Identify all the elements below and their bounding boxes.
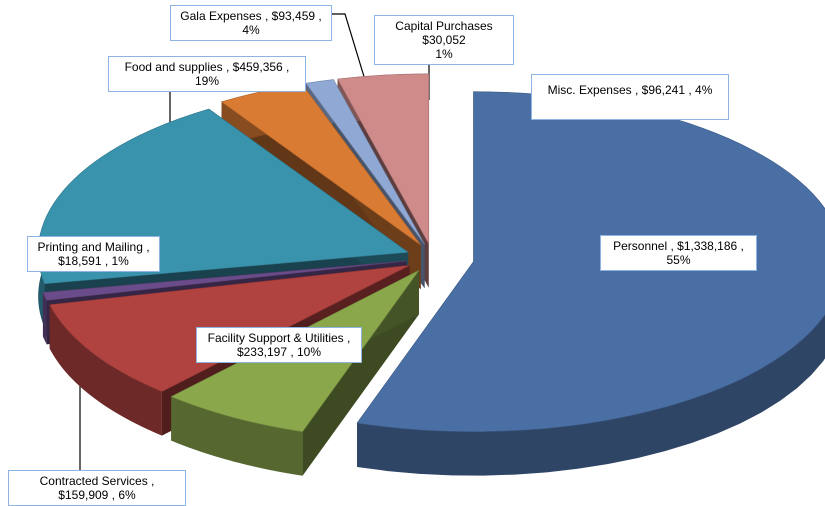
label-gala-expenses: Gala Expenses , $93,459 , 4% [170, 5, 332, 41]
label-facility-support: Facility Support & Utilities , $233,197 … [196, 327, 362, 363]
label-personnel-line1: Personnel , $1,338,186 , [613, 239, 744, 253]
label-misc-expenses: Misc. Expenses , $96,241 , 4% [531, 74, 729, 120]
label-food-line1: Food and supplies , $459,356 , [124, 60, 290, 74]
label-capital-line1: Capital Purchases [395, 19, 493, 33]
label-personnel: Personnel , $1,338,186 , 55% [600, 235, 757, 271]
label-personnel-line2: 55% [666, 253, 691, 267]
label-gala-line1: Gala Expenses , $93,459 , [180, 9, 322, 23]
label-contracted-services: Contracted Services , $159,909 , 6% [8, 470, 186, 506]
pie-side-printing-and-mailing [42, 292, 47, 345]
label-printing-line2: $18,591 , 1% [58, 254, 129, 268]
label-misc-line1: Misc. Expenses , $96,241 , 4% [547, 83, 713, 97]
label-facility-line1: Facility Support & Utilities , [207, 331, 351, 345]
label-food-line2: 19% [194, 74, 220, 88]
pie-slices [37, 73, 825, 476]
label-capital-line2: $30,052 [422, 33, 466, 47]
label-food-and-supplies: Food and supplies , $459,356 , 19% [108, 56, 306, 92]
label-capital-purchases: Capital Purchases $30,052 1% [374, 15, 514, 65]
pie-side-personnel [357, 91, 825, 476]
leader-gala [332, 13, 373, 104]
label-gala-line2: 4% [242, 23, 260, 37]
label-capital-line3: 1% [435, 47, 453, 61]
label-contracted-line2: $159,909 , 6% [58, 488, 136, 502]
label-printing-line1: Printing and Mailing , [37, 240, 150, 254]
label-printing-and-mailing: Printing and Mailing , $18,591 , 1% [27, 236, 160, 272]
label-facility-line2: $233,197 , 10% [236, 345, 322, 359]
label-contracted-line1: Contracted Services , [39, 474, 155, 488]
pie-side-contracted-services [171, 396, 303, 476]
pie-slice-printing-and-mailing [42, 260, 407, 301]
pie-side-facility-support-utilities [49, 304, 162, 436]
pie-slice-misc-expenses [337, 73, 430, 245]
